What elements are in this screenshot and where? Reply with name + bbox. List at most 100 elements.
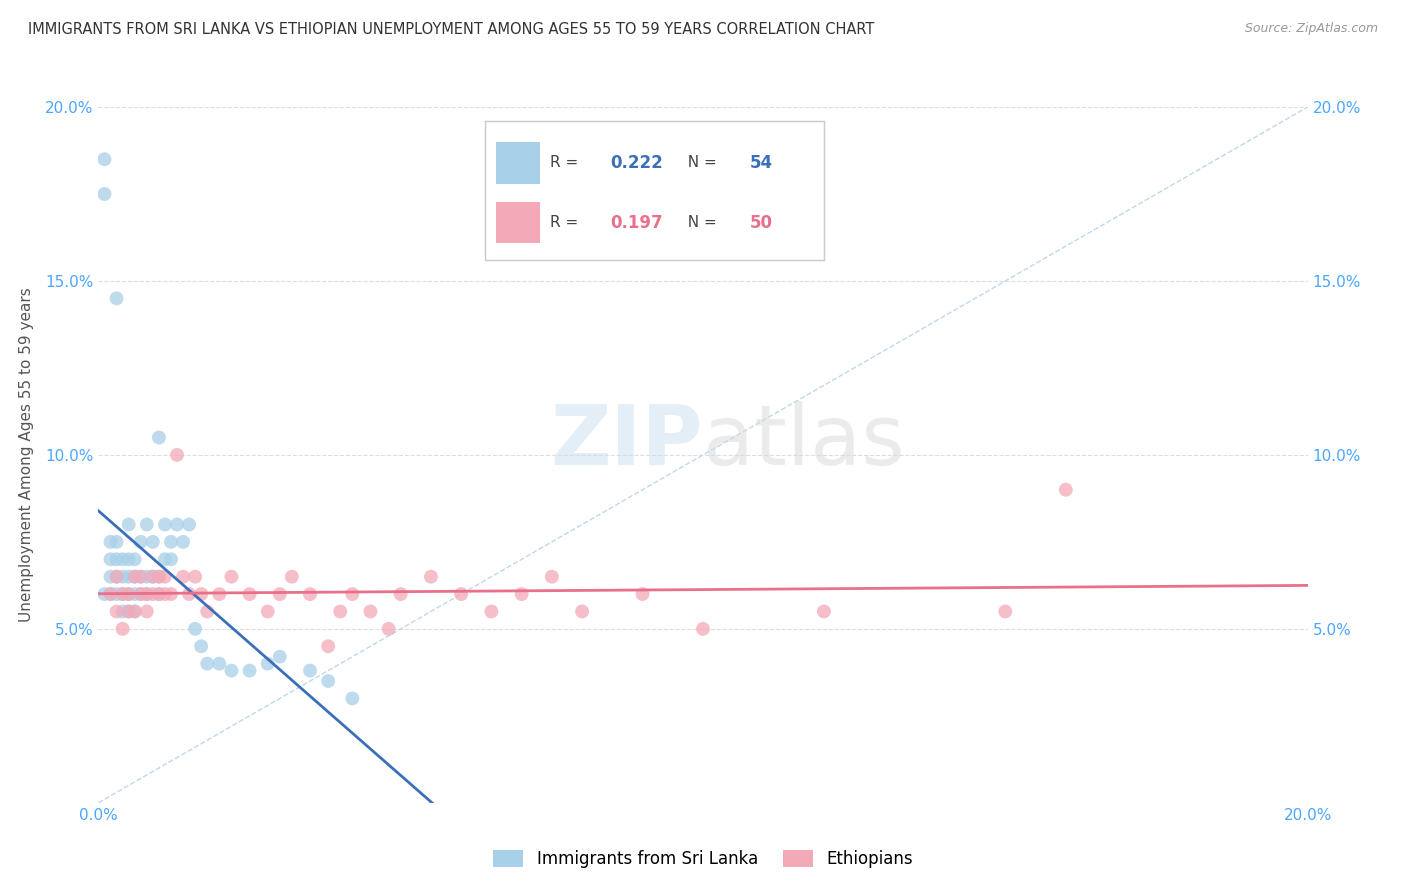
Point (160, 534, 183, 549)
Point (239, 587, 262, 601)
Point (269, 649, 291, 664)
Point (481, 605, 503, 619)
Point (124, 570, 146, 584)
Text: ZIP: ZIP (551, 401, 703, 482)
Point (221, 664, 243, 678)
Point (129, 587, 152, 601)
Point (179, 517, 201, 532)
Point (1054, 483, 1077, 497)
Point (342, 587, 364, 601)
Point (195, 657, 218, 671)
Point (360, 605, 382, 619)
Point (105, 587, 128, 601)
Point (329, 605, 352, 619)
Point (100, 587, 122, 601)
Point (148, 587, 170, 601)
Point (142, 570, 165, 584)
Point (148, 570, 170, 584)
Point (184, 570, 207, 584)
Point (111, 605, 134, 619)
Point (142, 534, 165, 549)
Y-axis label: Unemployment Among Ages 55 to 59 years: Unemployment Among Ages 55 to 59 years (20, 287, 34, 623)
Point (166, 517, 188, 532)
Point (124, 587, 146, 601)
Point (124, 570, 146, 584)
Point (299, 664, 322, 678)
Point (135, 517, 157, 532)
Point (179, 587, 201, 601)
Point (813, 605, 835, 619)
Point (124, 605, 146, 619)
Point (342, 691, 364, 706)
Point (142, 570, 165, 584)
Point (105, 291, 128, 305)
Point (172, 534, 194, 549)
Point (160, 552, 183, 566)
Point (190, 587, 212, 601)
Text: IMMIGRANTS FROM SRI LANKA VS ETHIOPIAN UNEMPLOYMENT AMONG AGES 55 TO 59 YEARS CO: IMMIGRANTS FROM SRI LANKA VS ETHIOPIAN U… (28, 22, 875, 37)
Point (111, 552, 134, 566)
Point (93, 187, 115, 202)
Point (160, 587, 183, 601)
Point (148, 570, 170, 584)
Point (129, 587, 152, 601)
Point (118, 570, 141, 584)
Point (118, 587, 141, 601)
Point (166, 448, 188, 462)
Point (256, 605, 278, 619)
Point (148, 431, 170, 445)
Point (281, 570, 304, 584)
Point (377, 622, 399, 636)
Point (153, 552, 176, 566)
Point (299, 587, 322, 601)
Point (111, 587, 134, 601)
Point (190, 639, 212, 653)
Point (692, 622, 714, 636)
Point (118, 605, 141, 619)
Point (135, 587, 157, 601)
Point (994, 605, 1017, 619)
Point (118, 517, 141, 532)
Point (153, 570, 176, 584)
Point (142, 587, 165, 601)
Point (540, 570, 562, 584)
Text: Source: ZipAtlas.com: Source: ZipAtlas.com (1244, 22, 1378, 36)
Point (105, 570, 128, 584)
Point (208, 657, 231, 671)
Point (124, 552, 146, 566)
Point (208, 587, 231, 601)
Point (124, 605, 146, 619)
Point (105, 570, 128, 584)
Point (135, 587, 157, 601)
Point (111, 587, 134, 601)
Point (631, 587, 654, 601)
Point (316, 639, 339, 653)
Point (221, 570, 243, 584)
Point (153, 587, 176, 601)
Point (389, 587, 412, 601)
Point (195, 605, 218, 619)
Point (316, 674, 339, 689)
Point (118, 552, 141, 566)
Point (256, 657, 278, 671)
Point (129, 534, 152, 549)
Point (105, 552, 128, 566)
Point (135, 570, 157, 584)
Point (269, 587, 291, 601)
Point (239, 664, 262, 678)
Point (93, 152, 115, 166)
Point (118, 605, 141, 619)
Legend: Immigrants from Sri Lanka, Ethiopians: Immigrants from Sri Lanka, Ethiopians (486, 843, 920, 875)
Point (105, 534, 128, 549)
Point (111, 622, 134, 636)
Point (100, 587, 122, 601)
Text: atlas: atlas (703, 401, 904, 482)
Point (111, 570, 134, 584)
Point (100, 552, 122, 566)
Point (172, 570, 194, 584)
Point (148, 587, 170, 601)
Point (510, 587, 533, 601)
Point (129, 570, 152, 584)
Point (129, 570, 152, 584)
Point (135, 605, 157, 619)
